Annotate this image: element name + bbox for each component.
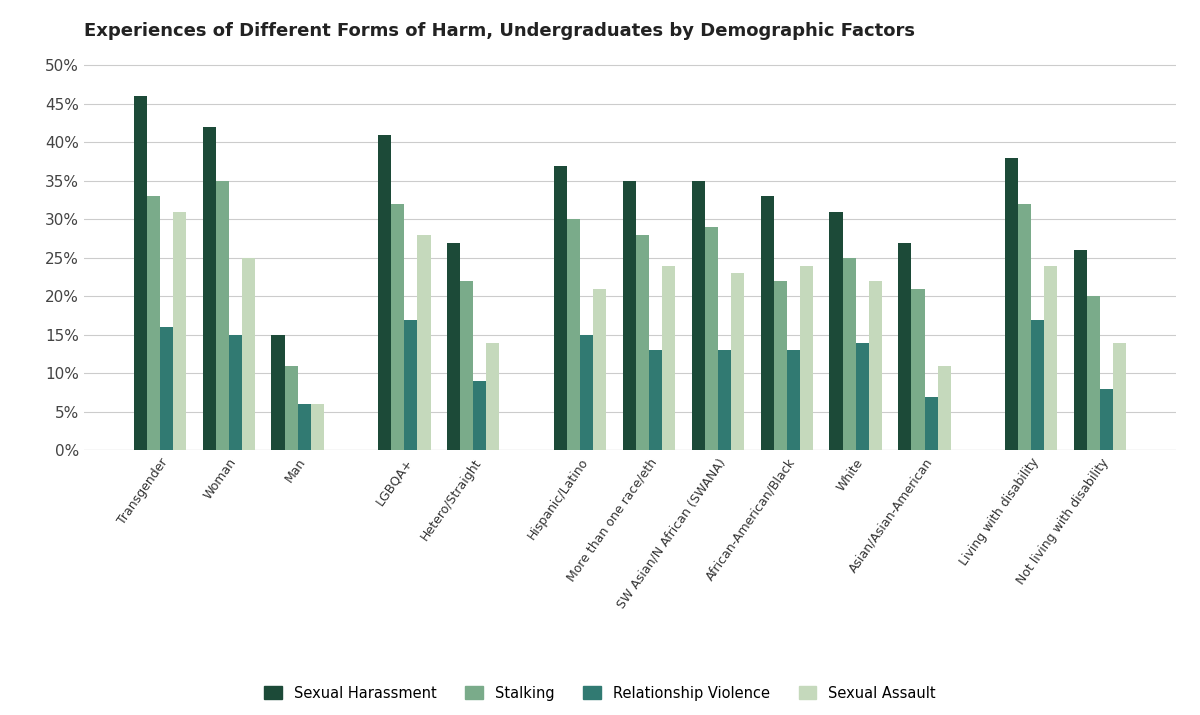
Bar <box>593 289 606 450</box>
Bar <box>1044 266 1057 450</box>
Bar <box>761 197 774 450</box>
Bar <box>241 258 254 450</box>
Bar <box>1031 320 1044 450</box>
Bar <box>623 181 636 450</box>
Bar <box>1006 158 1019 450</box>
Bar <box>133 97 146 450</box>
Bar <box>787 350 800 450</box>
Bar <box>1114 342 1127 450</box>
Bar <box>937 366 950 450</box>
Bar <box>203 127 216 450</box>
Text: Experiences of Different Forms of Harm, Undergraduates by Demographic Factors: Experiences of Different Forms of Harm, … <box>84 22 916 40</box>
Bar <box>391 204 404 450</box>
Bar <box>731 273 744 450</box>
Bar <box>566 220 580 450</box>
Bar <box>160 327 173 450</box>
Bar <box>173 212 186 450</box>
Bar <box>229 335 241 450</box>
Bar <box>298 404 311 450</box>
Bar <box>718 350 731 450</box>
Bar <box>691 181 704 450</box>
Bar <box>146 197 160 450</box>
Bar <box>1087 297 1100 450</box>
Bar <box>271 335 284 450</box>
Bar <box>924 397 937 450</box>
Bar <box>869 281 882 450</box>
Bar <box>486 342 499 450</box>
Bar <box>473 381 486 450</box>
Legend: Sexual Harassment, Stalking, Relationship Violence, Sexual Assault: Sexual Harassment, Stalking, Relationshi… <box>264 686 936 701</box>
Bar <box>554 166 566 450</box>
Bar <box>856 342 869 450</box>
Bar <box>460 281 473 450</box>
Bar <box>418 235 431 450</box>
Bar <box>404 320 418 450</box>
Bar <box>216 181 229 450</box>
Bar <box>448 242 460 450</box>
Bar <box>378 134 391 450</box>
Bar <box>842 258 856 450</box>
Bar <box>649 350 662 450</box>
Bar <box>1019 204 1031 450</box>
Bar <box>311 404 324 450</box>
Bar <box>1074 250 1087 450</box>
Bar <box>1100 389 1114 450</box>
Bar <box>636 235 649 450</box>
Bar <box>829 212 842 450</box>
Bar <box>580 335 593 450</box>
Bar <box>899 242 912 450</box>
Bar <box>774 281 787 450</box>
Bar <box>800 266 812 450</box>
Bar <box>662 266 676 450</box>
Bar <box>912 289 924 450</box>
Bar <box>704 227 718 450</box>
Bar <box>284 366 298 450</box>
